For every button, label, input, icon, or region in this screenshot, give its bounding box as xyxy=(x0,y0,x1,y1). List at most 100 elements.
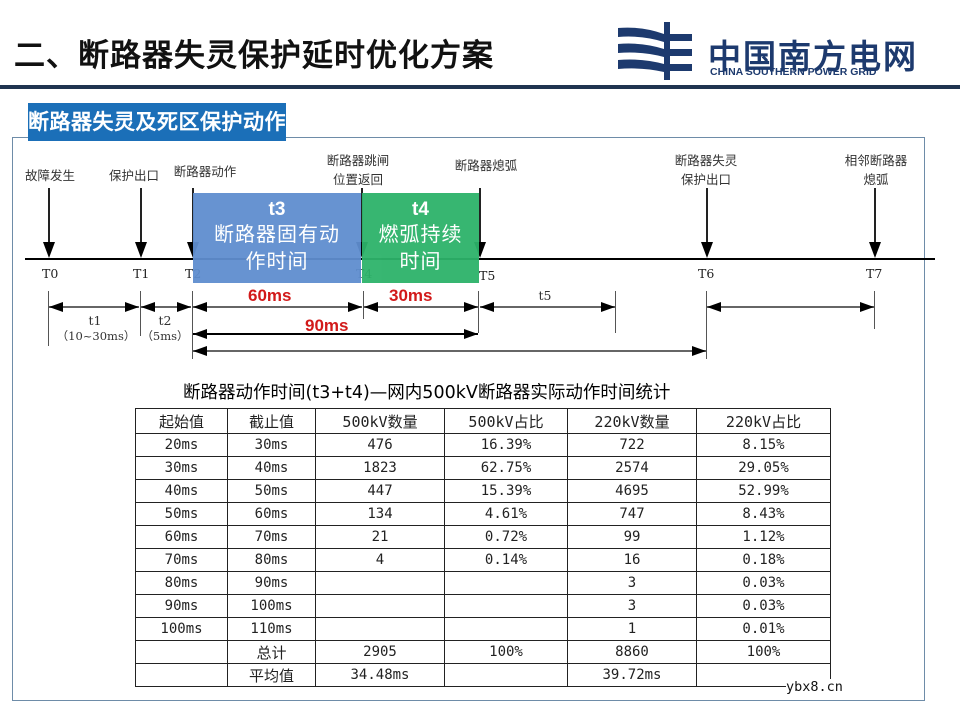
event-label-t7-line2: 熄弧 xyxy=(863,172,889,187)
duration-total: 90ms xyxy=(305,316,349,335)
interval-label-t2: t2 xyxy=(158,313,172,328)
cell-500kv-ratio: 62.75% xyxy=(444,456,568,480)
cell-220kv-ratio: 0.18% xyxy=(696,548,831,572)
table-title: 断路器动作时间(t3+t4)—网内500kV断路器实际动作时间统计 xyxy=(183,383,671,403)
arrow-down-icon xyxy=(701,242,713,258)
cell-start: 100ms xyxy=(135,617,228,641)
cell-220kv-ratio: 52.99% xyxy=(696,479,831,503)
cell-start: 20ms xyxy=(135,433,228,457)
cell-end: 40ms xyxy=(227,456,316,480)
table-header-row: 起始值 截止值 500kV数量 500kV占比 220kV数量 220kV占比 xyxy=(135,408,831,434)
t3-box-line1: 断路器固有动 xyxy=(214,222,340,246)
cell-end: 30ms xyxy=(227,433,316,457)
event-label-t0: 故障发生 xyxy=(24,168,75,183)
cell-500kv-ratio xyxy=(444,571,568,595)
dimension-t2-t6 xyxy=(193,350,706,352)
dimension-t3-t4-total xyxy=(193,333,478,335)
t4-arcing-duration-box: t4 燃弧持续 时间 xyxy=(362,193,479,283)
cell-220kv-count: 4695 xyxy=(567,479,697,503)
event-label-t1: 保护出口 xyxy=(108,168,159,183)
column-header-220kv-ratio: 220kV占比 xyxy=(696,408,831,434)
t4-box-line2: 时间 xyxy=(399,249,442,273)
cell-start: 50ms xyxy=(135,502,228,526)
header-divider xyxy=(0,85,960,89)
cell-500kv-ratio: 4.61% xyxy=(444,502,568,526)
extension-line-t4 xyxy=(363,291,364,319)
cell-start xyxy=(135,663,228,687)
t4-box-line1: 燃弧持续 xyxy=(378,222,463,246)
table-row: 60ms 70ms 21 0.72% 99 1.12% xyxy=(135,525,831,549)
cell-500kv-count: 21 xyxy=(315,525,445,549)
arrowhead-right-icon xyxy=(601,302,615,312)
cell-start: 60ms xyxy=(135,525,228,549)
cell-220kv-count: 747 xyxy=(567,502,697,526)
t3-box-line2: 作时间 xyxy=(245,249,309,273)
extension-line-t5 xyxy=(478,291,479,333)
event-label-t7-line1: 相邻断路器 xyxy=(844,153,908,168)
cell-500kv-count: 447 xyxy=(315,479,445,503)
interval-range-t1: （10~30ms） xyxy=(56,329,136,343)
table-row: 30ms 40ms 1823 62.75% 2574 29.05% xyxy=(135,456,831,480)
arrowhead-right-icon xyxy=(348,302,362,312)
column-header-start: 起始值 xyxy=(135,408,228,434)
cell-500kv-ratio: 15.39% xyxy=(444,479,568,503)
extension-line-t7 xyxy=(874,291,875,329)
arrowhead-left-icon xyxy=(707,302,721,312)
tick-label-t0: T0 xyxy=(42,266,59,281)
cell-500kv-count: 134 xyxy=(315,502,445,526)
cell-220kv-count: 1 xyxy=(567,617,697,641)
cell-500kv-count: 2905 xyxy=(315,640,445,664)
cell-220kv-count: 2574 xyxy=(567,456,697,480)
table-total-row: 总计 2905 100% 8860 100% xyxy=(135,640,831,664)
table-row: 80ms 90ms 3 0.03% xyxy=(135,571,831,595)
cell-start: 30ms xyxy=(135,456,228,480)
arrowhead-right-icon xyxy=(464,329,478,339)
interval-label-t1: t1 xyxy=(88,313,102,328)
cell-start: 40ms xyxy=(135,479,228,503)
event-label-t2: 断路器动作 xyxy=(173,164,237,179)
arrowhead-left-icon xyxy=(480,302,494,312)
cell-220kv-count: 3 xyxy=(567,594,697,618)
cell-500kv-ratio: 0.14% xyxy=(444,548,568,572)
dimension-t3 xyxy=(193,306,362,308)
event-label-t4-line2: 位置返回 xyxy=(332,172,383,187)
cell-500kv-count xyxy=(315,617,445,641)
interval-label-t5: t5 xyxy=(538,288,552,303)
cell-500kv-ratio: 100% xyxy=(444,640,568,664)
arrow-down-icon xyxy=(43,242,55,258)
event-arrow-shaft-t1 xyxy=(140,188,142,244)
extension-line-t6 xyxy=(706,291,707,359)
dimension-t6-t7 xyxy=(707,306,874,308)
cell-220kv-count: 8860 xyxy=(567,640,697,664)
event-arrow-shaft-t2 xyxy=(192,188,194,244)
event-arrow-shaft-t4 xyxy=(361,188,363,244)
table-average-row: 平均值 34.48ms 39.72ms xyxy=(135,663,831,687)
cell-500kv-count: 1823 xyxy=(315,456,445,480)
arrowhead-right-icon xyxy=(692,346,706,356)
cell-220kv-ratio: 8.15% xyxy=(696,433,831,457)
cell-end: 70ms xyxy=(227,525,316,549)
tick-label-t5: T5 xyxy=(479,268,496,283)
section-banner: 断路器失灵及死区保护动作延时影响因素 xyxy=(28,103,415,141)
column-header-end: 截止值 xyxy=(227,408,316,434)
t3-intrinsic-operation-box: t3 断路器固有动 作时间 xyxy=(193,193,361,283)
watermark: ybx8.cn xyxy=(786,679,843,695)
cell-220kv-ratio: 1.12% xyxy=(696,525,831,549)
cell-end: 100ms xyxy=(227,594,316,618)
cell-500kv-count xyxy=(315,571,445,595)
arrowhead-left-icon xyxy=(193,302,207,312)
cell-500kv-ratio xyxy=(444,594,568,618)
dimension-t4 xyxy=(364,306,478,308)
cell-220kv-count: 39.72ms xyxy=(567,663,697,687)
cell-500kv-count xyxy=(315,594,445,618)
cell-220kv-count: 99 xyxy=(567,525,697,549)
cell-220kv-ratio: 0.03% xyxy=(696,594,831,618)
duration-t3: 60ms xyxy=(248,286,292,305)
tick-label-t6: T6 xyxy=(698,266,715,281)
cell-220kv-ratio: 8.43% xyxy=(696,502,831,526)
cell-start: 70ms xyxy=(135,548,228,572)
arrowhead-right-icon xyxy=(125,302,139,312)
cell-220kv-count: 3 xyxy=(567,571,697,595)
cell-500kv-ratio xyxy=(444,663,568,687)
event-arrow-shaft-t7 xyxy=(874,188,876,244)
